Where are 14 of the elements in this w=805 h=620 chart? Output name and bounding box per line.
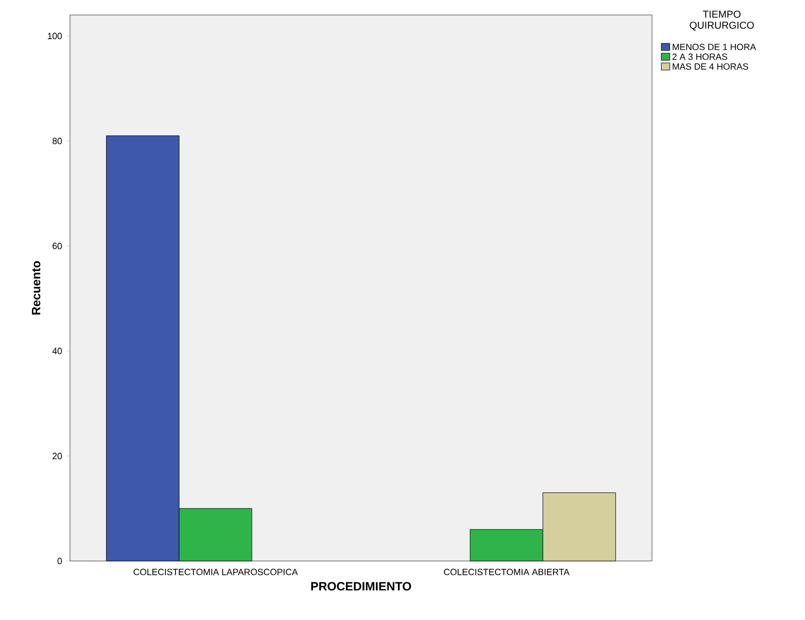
legend-label: 2 A 3 HORAS — [672, 54, 728, 60]
x-axis-title: PROCEDIMIENTO — [311, 582, 412, 591]
x-tick-label: COLECISTECTOMIA LAPAROSCOPICA — [134, 568, 298, 576]
y-tick-label: 20 — [52, 452, 62, 460]
y-tick-label: 60 — [52, 242, 62, 250]
y-tick-label: 80 — [52, 138, 62, 144]
x-tick-label: COLECISTECTOMIA ABIERTA — [444, 568, 570, 576]
legend-label: MAS DE 4 HORAS — [672, 63, 748, 70]
y-tick-label: 100 — [48, 32, 62, 40]
y-tick-label: 0 — [58, 558, 62, 564]
legend-title: TIEMPO QUIRURGICO — [690, 10, 754, 31]
y-axis-title: Recuento — [32, 261, 40, 315]
legend-label: MENOS DE 1 HORA — [672, 44, 756, 50]
y-tick-label: 40 — [52, 348, 62, 354]
